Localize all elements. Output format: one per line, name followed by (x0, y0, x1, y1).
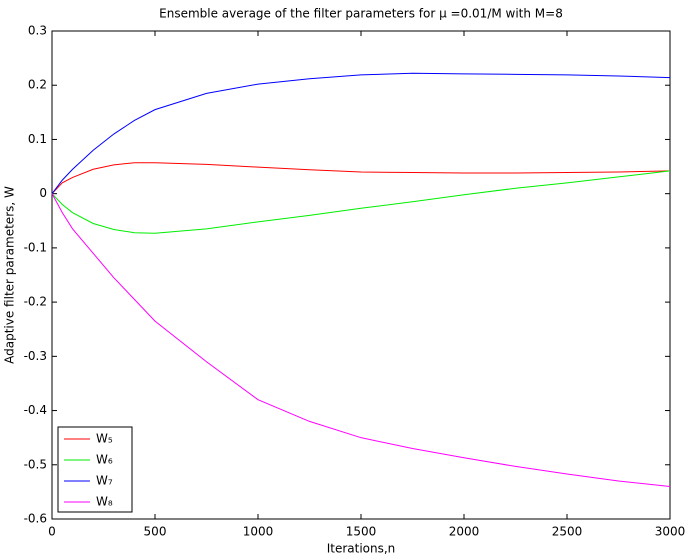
x-tick-label: 2500 (552, 525, 583, 539)
y-tick-label: 0 (39, 186, 47, 200)
y-tick-label: -0.2 (24, 295, 47, 309)
y-tick-label: -0.5 (24, 457, 47, 471)
legend-label: W₅ (96, 432, 113, 446)
y-axis-label: Adaptive filter parameters, W (3, 186, 17, 364)
series-line (51, 193, 671, 487)
x-tick-label: 2000 (449, 525, 480, 539)
x-tick-label: 1500 (346, 525, 377, 539)
x-tick-label: 1000 (243, 525, 274, 539)
y-tick-label: -0.6 (24, 512, 47, 526)
legend-label: W₆ (96, 453, 113, 467)
x-tick-label: 3000 (655, 525, 686, 539)
y-tick-label: 0.1 (28, 132, 47, 146)
chart-title: Ensemble average of the filter parameter… (159, 7, 563, 21)
legend-box (57, 426, 133, 513)
y-tick-label: 0.3 (28, 24, 47, 38)
series-line (51, 162, 671, 195)
x-axis-label: Iterations,n (327, 542, 396, 556)
y-tick-label: -0.3 (24, 349, 47, 363)
series-line (51, 170, 671, 234)
legend-label: W₈ (96, 495, 113, 509)
series-line (51, 72, 671, 194)
y-tick-label: -0.4 (24, 403, 47, 417)
y-tick-label: -0.1 (24, 240, 47, 254)
legend-label: W₇ (96, 474, 113, 488)
x-tick-label: 500 (144, 525, 167, 539)
x-tick-label: 0 (48, 525, 56, 539)
y-tick-label: 0.2 (28, 78, 47, 92)
